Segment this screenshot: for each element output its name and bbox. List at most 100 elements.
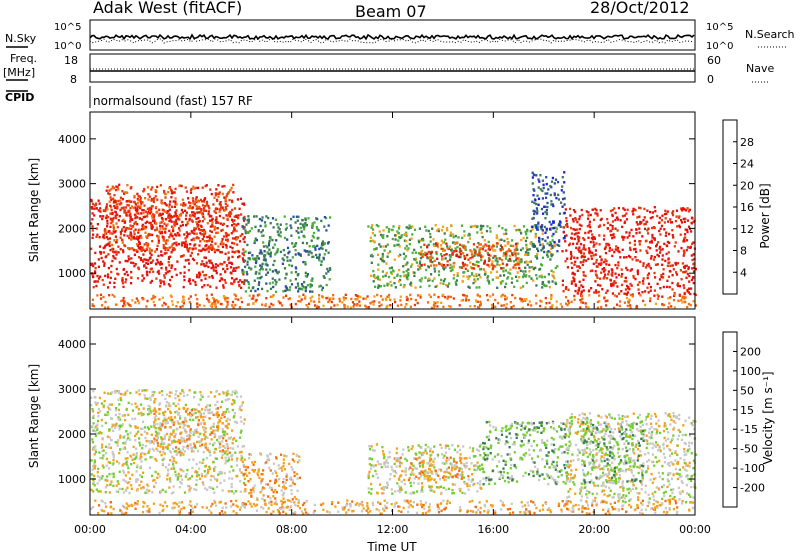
power-cell xyxy=(398,255,400,257)
power-cell xyxy=(120,233,122,235)
velocity-cell xyxy=(228,490,230,492)
power-cell xyxy=(672,234,674,236)
power-cell xyxy=(305,286,307,288)
velocity-cell xyxy=(199,413,201,415)
power-cell xyxy=(180,213,182,215)
power-cell xyxy=(182,305,184,307)
velocity-cell xyxy=(105,491,107,493)
power-cell xyxy=(99,236,101,238)
velocity-cell xyxy=(254,461,256,463)
power-cell xyxy=(469,237,471,239)
power-cell xyxy=(671,288,673,290)
power-cell xyxy=(139,217,141,219)
power-cell xyxy=(195,294,197,296)
power-cell xyxy=(489,230,491,232)
power-cell xyxy=(193,244,195,246)
velocity-cell xyxy=(233,437,235,439)
power-cell xyxy=(633,276,635,278)
velocity-heatmap xyxy=(90,389,697,515)
power-cell xyxy=(420,251,422,253)
power-cell xyxy=(627,287,629,289)
velocity-cell xyxy=(261,489,263,491)
power-cell xyxy=(680,299,682,301)
power-cell xyxy=(585,260,587,262)
velocity-cell xyxy=(117,480,119,482)
velocity-cell xyxy=(138,437,140,439)
power-cell xyxy=(106,208,108,210)
power-cell xyxy=(638,207,640,209)
velocity-cell xyxy=(201,408,203,410)
power-cell xyxy=(180,204,182,206)
velocity-cell xyxy=(207,395,209,397)
power-cell xyxy=(136,212,138,214)
velocity-cell xyxy=(99,410,101,412)
velocity-cell xyxy=(272,472,274,474)
power-cell xyxy=(523,225,525,227)
power-cell xyxy=(689,293,691,295)
power-cell xyxy=(459,248,461,250)
velocity-cell xyxy=(286,455,288,457)
velocity-cell xyxy=(98,479,100,481)
power-cell xyxy=(451,269,453,271)
power-region xyxy=(241,215,331,293)
power-cell xyxy=(583,244,585,246)
power-cell xyxy=(196,233,198,235)
velocity-cell xyxy=(201,444,203,446)
velocity-cell xyxy=(111,439,113,441)
power-cell xyxy=(615,248,617,250)
velocity-cell xyxy=(99,476,101,478)
velocity-cell xyxy=(292,453,294,455)
power-cell xyxy=(171,221,173,223)
power-cell xyxy=(116,268,118,270)
power-cell xyxy=(385,262,387,264)
velocity-cell xyxy=(187,447,189,449)
power-cell xyxy=(557,194,559,196)
power-cell xyxy=(211,262,213,264)
power-cell xyxy=(608,270,610,272)
velocity-cell xyxy=(164,437,166,439)
power-cell xyxy=(555,231,557,233)
power-cell xyxy=(256,299,258,301)
velocity-cell xyxy=(134,418,136,420)
velocity-cell xyxy=(118,452,120,454)
power-cell xyxy=(109,282,111,284)
velocity-cell xyxy=(162,448,164,450)
power-cell xyxy=(402,265,404,267)
velocity-cell xyxy=(225,459,227,461)
power-cell xyxy=(110,265,112,267)
power-cell xyxy=(598,234,600,236)
velocity-cell xyxy=(219,420,221,422)
velocity-cell xyxy=(241,451,243,453)
power-cell xyxy=(297,285,299,287)
power-cell xyxy=(205,257,207,259)
power-cell xyxy=(282,296,284,298)
power-cell xyxy=(378,305,380,307)
power-cell xyxy=(642,280,644,282)
power-cell xyxy=(217,227,219,229)
nave-tick-bottom: 0 xyxy=(707,73,714,86)
power-cell xyxy=(486,294,488,296)
nsearch-label: N.Search xyxy=(745,28,795,41)
velocity-cell xyxy=(125,430,127,432)
power-cell xyxy=(225,239,227,241)
power-cell xyxy=(537,178,539,180)
power-cell xyxy=(581,295,583,297)
velocity-cell xyxy=(100,490,102,492)
power-cell xyxy=(356,295,358,297)
velocity-cell xyxy=(211,432,213,434)
power-cell xyxy=(176,274,178,276)
power-cell xyxy=(149,196,151,198)
power-cell xyxy=(645,266,647,268)
power-cell xyxy=(313,245,315,247)
power-cell xyxy=(518,267,520,269)
velocity-cell xyxy=(210,479,212,481)
power-cell xyxy=(680,219,682,221)
velocity-cell xyxy=(168,402,170,404)
power-cell xyxy=(136,243,138,245)
velocity-cell xyxy=(293,471,295,473)
power-cell xyxy=(654,256,656,258)
velocity-cell xyxy=(190,447,192,449)
power-cell xyxy=(476,253,478,255)
power-cell xyxy=(536,248,538,250)
power-cell xyxy=(298,236,300,238)
